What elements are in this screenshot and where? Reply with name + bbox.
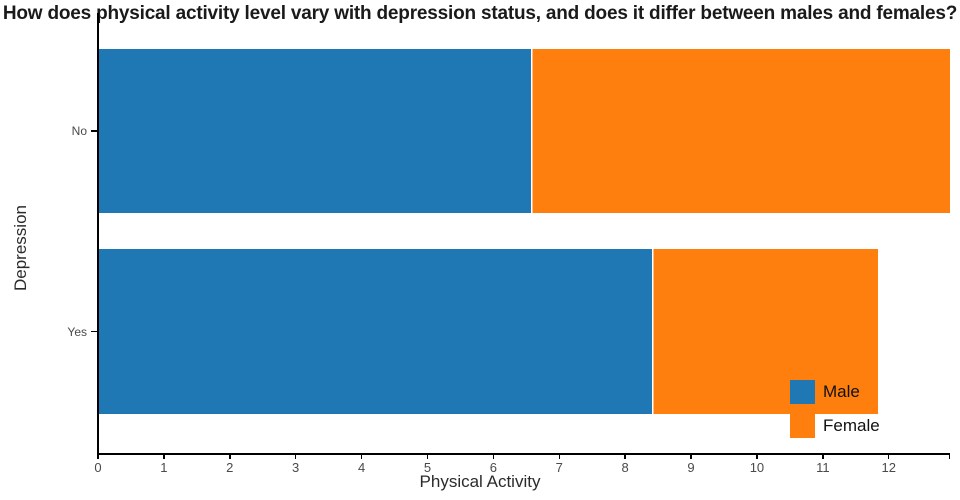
x-tick-label: 3 [292, 460, 300, 475]
chart-title: How does physical activity level vary wi… [2, 3, 958, 24]
bar-segment-yes-female [651, 249, 878, 414]
x-tick-label: 7 [555, 460, 563, 475]
plot-area: 0 1 2 3 4 5 6 7 8 9 10 11 12 No Yes [67, 13, 950, 475]
bar-row-no [98, 49, 950, 213]
y-axis-line [97, 13, 99, 453]
x-tick-label: 9 [687, 460, 695, 475]
y-category-label-yes: Yes [67, 324, 87, 339]
x-tick [558, 453, 560, 459]
x-tick-label: 12 [881, 460, 896, 475]
x-tick-label: 11 [816, 460, 830, 475]
y-category-label-no: No [71, 124, 87, 138]
x-tick-label: 6 [489, 460, 497, 475]
x-tick [360, 453, 363, 459]
legend-item-female: Female [790, 414, 880, 438]
x-tick-label: 1 [160, 460, 168, 475]
x-axis-end-tick [948, 453, 950, 459]
bar-row-yes [98, 249, 950, 414]
legend-item-male: Male [790, 380, 880, 404]
x-tick [492, 453, 495, 459]
legend-label-male: Male [823, 382, 860, 401]
x-tick-label: 8 [621, 460, 629, 475]
y-tick [91, 130, 97, 132]
bar-segment-no-female [530, 49, 950, 213]
x-tick-label: 2 [226, 460, 234, 475]
x-tick [822, 453, 824, 459]
bar-segment-yes-male [98, 249, 652, 414]
legend: Male Female [790, 380, 880, 448]
bar-segment-no-male [98, 49, 531, 213]
x-tick-label: 5 [423, 460, 432, 475]
x-tick [690, 453, 692, 459]
x-tick-label: 4 [357, 460, 366, 475]
legend-label-female: Female [823, 416, 880, 435]
x-tick [229, 453, 231, 459]
x-tick [756, 453, 758, 459]
legend-swatch-male [790, 380, 815, 404]
x-tick [887, 453, 890, 459]
x-tick-label: 10 [749, 460, 765, 475]
x-tick [426, 453, 429, 459]
x-tick [624, 453, 626, 459]
x-tick [163, 453, 165, 459]
x-tick [294, 453, 297, 459]
legend-swatch-female [790, 414, 815, 438]
x-axis-line [97, 453, 950, 455]
y-tick [91, 330, 97, 333]
x-tick [97, 453, 99, 459]
x-tick-label: 0 [94, 460, 102, 475]
x-axis-label: Physical Activity [419, 472, 541, 491]
y-axis-label: Depression [11, 205, 30, 291]
